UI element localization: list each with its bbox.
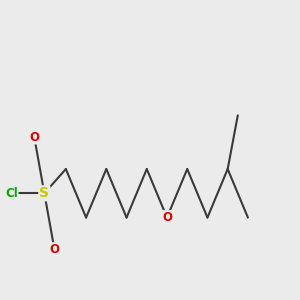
Text: O: O [162,211,172,224]
Text: Cl: Cl [5,187,18,200]
Text: S: S [39,186,50,200]
Text: O: O [50,243,59,256]
Text: O: O [29,130,39,143]
